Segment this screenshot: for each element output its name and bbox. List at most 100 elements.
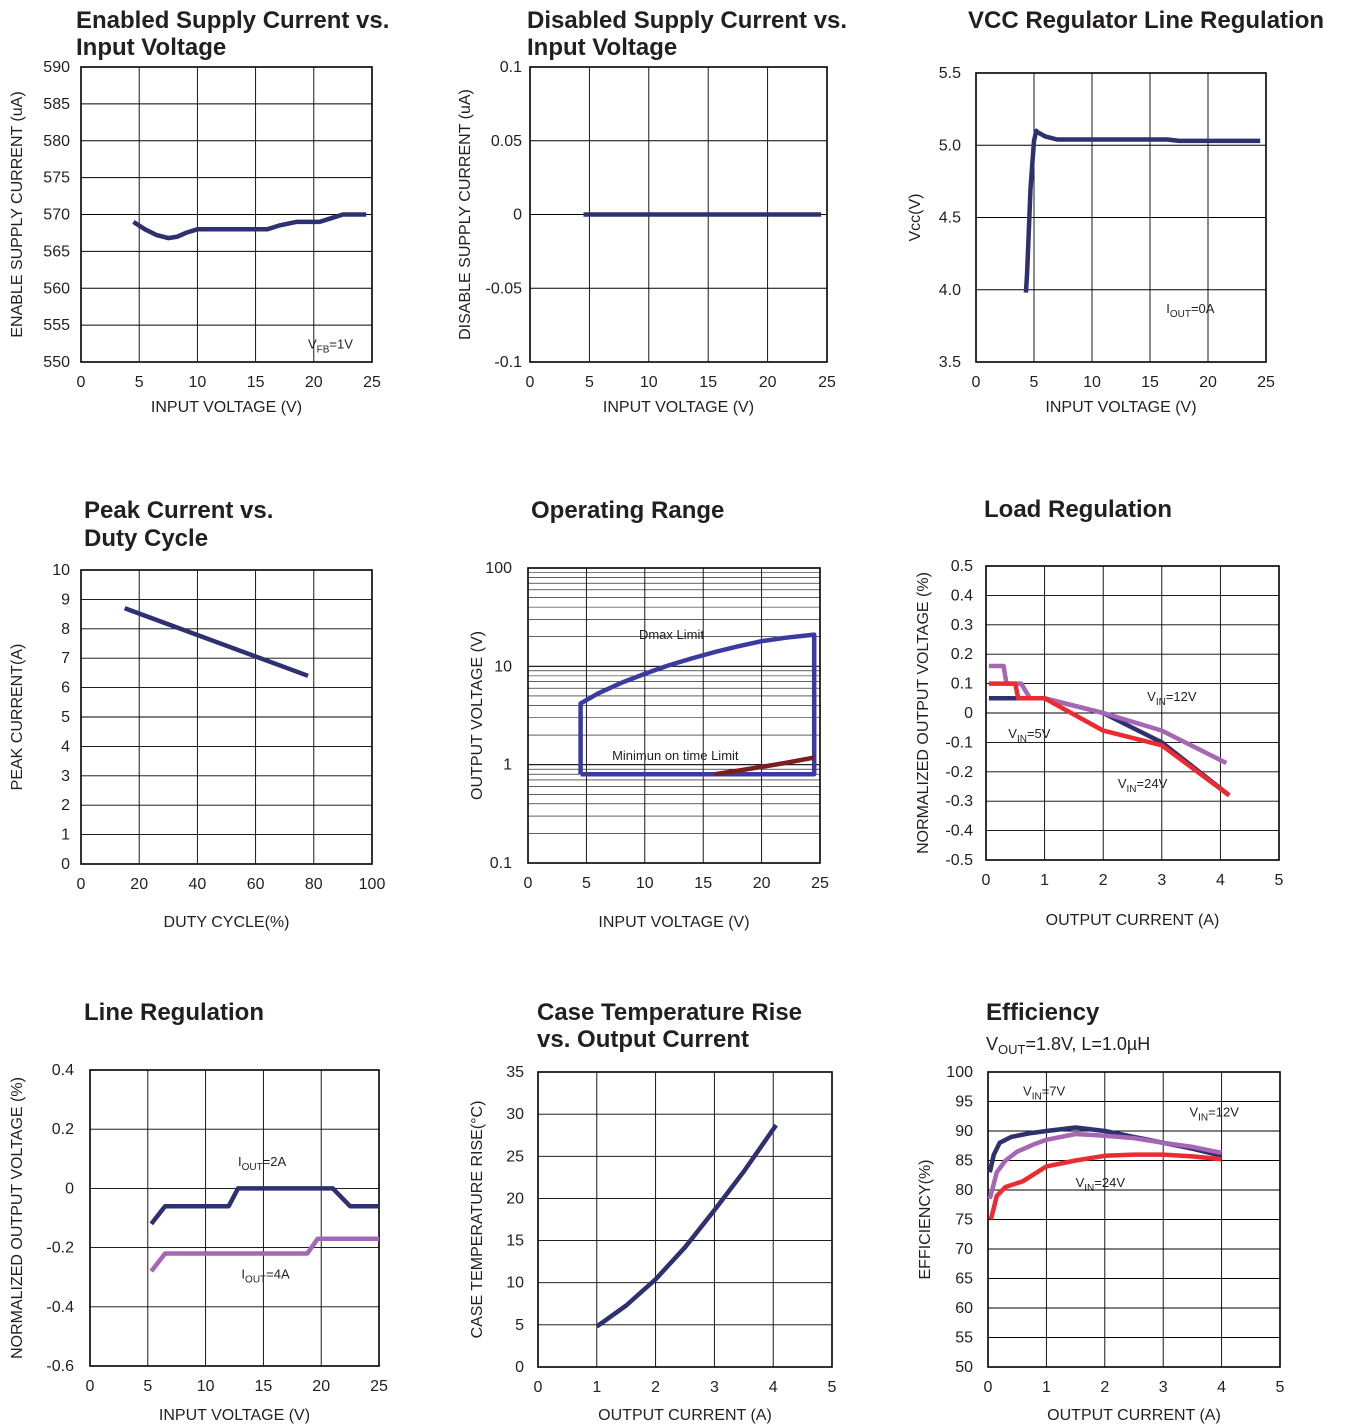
x-tick-label: 25 [363, 374, 381, 391]
x-tick-label: 20 [1199, 374, 1217, 391]
x-tick-label: 40 [189, 876, 207, 893]
x-tick-label: 2 [651, 1379, 660, 1396]
chart-title: Input Voltage [76, 34, 226, 61]
y-tick-label: 1 [503, 757, 512, 774]
chart-title: vs. Output Current [537, 1026, 749, 1053]
x-tick-label: 20 [759, 374, 777, 391]
x-tick-label: 0 [77, 876, 86, 893]
series-line [132, 212, 367, 241]
series-annotation: VIN=12V [1147, 689, 1197, 708]
chart-enabled-supply: Enabled Supply Current vs.Input Voltage 0… [9, 7, 389, 416]
x-tick-label: 15 [247, 374, 265, 391]
chart-title: Case Temperature Rise [537, 999, 802, 1026]
y-tick-label: 4 [61, 738, 70, 755]
y-tick-label: 30 [506, 1106, 524, 1123]
chart-subtitle: VOUT=1.8V, L=1.0µH [986, 1034, 1150, 1057]
x-tick-label: 5 [585, 374, 594, 391]
x-tick-label: 0 [534, 1379, 543, 1396]
x-tick-label: 60 [247, 876, 265, 893]
chart-title: Peak Current vs. [84, 497, 273, 524]
y-axis-label: Vcc(V) [907, 194, 924, 242]
x-tick-label: 5 [143, 1378, 152, 1395]
x-tick-label: 0 [972, 374, 981, 391]
y-tick-label: -0.1 [494, 354, 522, 371]
y-axis-label: EFFICIENCY(%) [917, 1160, 934, 1280]
plot-frame [80, 66, 373, 363]
y-tick-label: 65 [955, 1271, 973, 1288]
x-axis-label: INPUT VOLTAGE (V) [598, 914, 749, 931]
x-tick-label: 10 [197, 1378, 215, 1395]
x-tick-label: 0 [524, 875, 533, 892]
x-axis-label: DUTY CYCLE(%) [164, 914, 290, 931]
y-tick-label: 90 [955, 1123, 973, 1140]
y-tick-label: -0.3 [945, 793, 973, 810]
y-tick-label: 8 [61, 621, 70, 638]
y-tick-label: 3 [61, 768, 70, 785]
x-tick-label: 10 [1083, 374, 1101, 391]
series-annotation: VIN=24V [1118, 776, 1168, 795]
y-tick-label: -0.05 [486, 280, 523, 297]
x-tick-label: 20 [305, 374, 323, 391]
y-tick-label: 5.5 [939, 65, 961, 82]
y-tick-label: 0 [513, 207, 522, 224]
series-annotation: VIN=12V [1189, 1104, 1239, 1123]
y-tick-label: 5 [61, 709, 70, 726]
x-tick-label: 15 [699, 374, 717, 391]
x-axis-label: INPUT VOLTAGE (V) [159, 1407, 310, 1424]
y-axis-label: NORMALIZED OUTPUT VOLTAGE (%) [9, 1077, 26, 1359]
plot-frame [987, 1071, 1281, 1368]
x-tick-label: 25 [818, 374, 836, 391]
chart-title: Efficiency [986, 999, 1100, 1026]
plot-frame [529, 66, 828, 363]
y-tick-label: 70 [955, 1241, 973, 1258]
series-line [123, 606, 309, 678]
x-tick-label: 25 [811, 875, 829, 892]
series-line [578, 632, 817, 777]
x-tick-label: 3 [710, 1379, 719, 1396]
y-tick-label: 0.4 [52, 1062, 74, 1079]
y-tick-label: 7 [61, 650, 70, 667]
y-tick-label: 0.2 [951, 646, 973, 663]
y-tick-label: 1 [61, 827, 70, 844]
y-tick-label: 100 [946, 1064, 973, 1081]
y-tick-label: -0.5 [945, 852, 973, 869]
y-tick-label: 4.5 [939, 210, 961, 227]
plot-frame [985, 565, 1280, 861]
gridlines [527, 567, 821, 864]
y-tick-label: 585 [43, 96, 70, 113]
y-tick-label: 550 [43, 354, 70, 371]
y-tick-label: 80 [955, 1182, 973, 1199]
y-tick-label: -0.2 [945, 764, 973, 781]
x-tick-label: 0 [984, 1379, 993, 1396]
x-tick-label: 2 [1099, 872, 1108, 889]
y-tick-label: -0.1 [945, 734, 973, 751]
y-axis-label: OUTPUT VOLTAGE (V) [469, 631, 486, 800]
y-tick-label: 10 [52, 562, 70, 579]
y-axis-label: PEAK CURRENT(A) [9, 644, 26, 791]
x-tick-label: 5 [135, 374, 144, 391]
y-tick-label: 0 [964, 705, 973, 722]
chart-title: Input Voltage [527, 34, 677, 61]
plot-frame [89, 1069, 380, 1367]
gridlines [80, 569, 373, 865]
series-line-vin-12v [987, 1131, 1223, 1200]
series-line-vin-24v [988, 681, 1231, 798]
chart-title: Line Regulation [84, 999, 264, 1026]
y-tick-label: 95 [955, 1094, 973, 1111]
x-tick-label: 1 [1040, 872, 1049, 889]
series-annotation: VIN=24V [1076, 1175, 1126, 1194]
y-tick-label: 15 [506, 1233, 524, 1250]
gridlines [89, 1069, 380, 1367]
gridlines [537, 1071, 833, 1368]
y-tick-label: 2 [61, 797, 70, 814]
x-tick-label: 5 [1275, 872, 1284, 889]
x-tick-label: 25 [1257, 374, 1275, 391]
y-tick-label: 20 [506, 1190, 524, 1207]
series-annotation: VIN=5V [1008, 726, 1050, 745]
chart-annotation: Minimun on time Limit [612, 748, 739, 763]
plot-frame [527, 567, 821, 864]
y-tick-label: 0 [65, 1180, 74, 1197]
chart-disabled-supply: Disabled Supply Current vs.Input Voltage… [457, 7, 847, 416]
x-axis-label: OUTPUT CURRENT (A) [1046, 912, 1220, 929]
x-tick-label: 4 [1216, 872, 1225, 889]
